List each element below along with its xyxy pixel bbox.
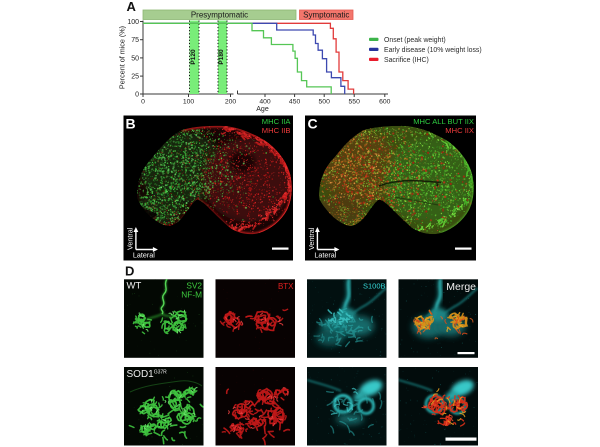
svg-text:550: 550 <box>349 99 361 106</box>
svg-text:BTX: BTX <box>278 282 294 291</box>
svg-text:50: 50 <box>131 55 139 62</box>
svg-text:NF-M: NF-M <box>181 290 202 300</box>
svg-text:B: B <box>126 116 136 132</box>
svg-text:75: 75 <box>131 37 139 44</box>
svg-text:Ventral: Ventral <box>125 227 134 250</box>
svg-text:0: 0 <box>141 99 145 106</box>
svg-text:S100B: S100B <box>363 282 386 291</box>
svg-text:SV2: SV2 <box>186 281 202 291</box>
svg-text:Early disease (10% weight loss: Early disease (10% weight loss) <box>384 47 482 54</box>
svg-text:MHC IIA: MHC IIA <box>262 117 292 126</box>
svg-text:0: 0 <box>135 92 139 99</box>
svg-text:Ventral: Ventral <box>307 227 316 250</box>
svg-text:MHC IIB: MHC IIB <box>262 126 291 135</box>
svg-text:400: 400 <box>259 99 271 106</box>
svg-text:100: 100 <box>127 19 139 26</box>
svg-text:Lateral: Lateral <box>133 251 155 260</box>
svg-text:SOD1G37R: SOD1G37R <box>127 369 168 380</box>
svg-text:600: 600 <box>379 99 391 106</box>
svg-text:Lateral: Lateral <box>314 251 336 260</box>
svg-text:C: C <box>308 116 318 132</box>
svg-text:200: 200 <box>225 99 237 106</box>
svg-text:Onset (peak weight): Onset (peak weight) <box>384 37 446 44</box>
svg-text:Percent of mice (%): Percent of mice (%) <box>118 26 127 89</box>
svg-text:MHC IIX: MHC IIX <box>445 126 474 135</box>
svg-text:MHC ALL BUT IIX: MHC ALL BUT IIX <box>413 117 474 126</box>
svg-text:WT: WT <box>127 281 142 292</box>
svg-text:Presymptomatic: Presymptomatic <box>191 11 248 20</box>
svg-text:P180: P180 <box>218 49 225 65</box>
svg-text:Symptomatic: Symptomatic <box>303 11 349 20</box>
svg-text:100: 100 <box>183 99 195 106</box>
svg-text:25: 25 <box>131 74 139 81</box>
svg-text:Merge: Merge <box>446 281 476 293</box>
svg-text:Age: Age <box>256 106 269 113</box>
svg-text:A: A <box>127 0 137 14</box>
svg-text:D: D <box>125 264 134 279</box>
svg-text:500: 500 <box>319 99 331 106</box>
svg-text:450: 450 <box>289 99 301 106</box>
svg-text:Sacrifice (IHC): Sacrifice (IHC) <box>384 57 429 64</box>
svg-text:P120: P120 <box>190 49 197 65</box>
